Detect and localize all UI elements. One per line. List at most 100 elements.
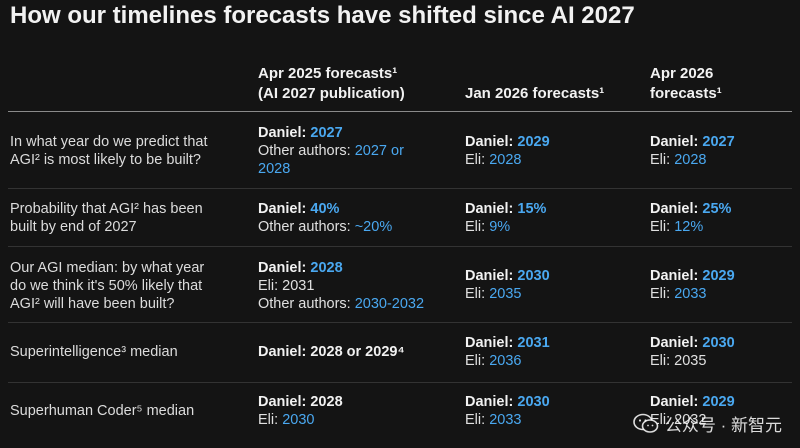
eli-label: Eli: — [650, 286, 671, 302]
r4-jan2026: Daniel: 2031 Eli: 2036 — [465, 334, 550, 370]
daniel-value: 25% — [702, 201, 732, 217]
daniel-value: 2031 — [517, 335, 550, 351]
header-divider — [8, 111, 792, 112]
daniel-value: 2030 — [702, 335, 735, 351]
r1-apr2025: Daniel: 2027 Other authors: 2027 or 2028 — [258, 124, 404, 178]
eli-value: 2028 — [674, 152, 707, 168]
eli-label: Eli: — [465, 152, 486, 168]
question-2-line1: Probability that AGI² has been — [10, 201, 203, 217]
daniel-label: Daniel: — [650, 268, 699, 284]
page-title: How our timelines forecasts have shifted… — [10, 2, 635, 29]
question-3-line2: do we think it's 50% likely that — [10, 278, 203, 294]
r3-apr2026: Daniel: 2029 Eli: 2033 — [650, 267, 735, 303]
question-3-line3: AGI² will have been built? — [10, 296, 175, 312]
daniel-label: Daniel: — [465, 134, 514, 150]
r2-apr2025: Daniel: 40% Other authors: ~20% — [258, 200, 392, 236]
r2-jan2026: Daniel: 15% Eli: 9% — [465, 200, 546, 236]
r4-apr2026: Daniel: 2030 Eli: 2035 — [650, 334, 735, 370]
daniel-value: 2029 — [702, 268, 735, 284]
header-apr-2026-line1: Apr 2026 — [650, 65, 714, 82]
daniel-label: Daniel: — [258, 201, 307, 217]
question-3-line1: Our AGI median: by what year — [10, 260, 205, 276]
header-apr-2025-line1: Apr 2025 forecasts¹ — [258, 65, 398, 82]
question-5-line1: Superhuman Coder⁵ median — [10, 403, 195, 419]
daniel-value: 2027 — [702, 134, 735, 150]
question-4-line1: Superintelligence³ median — [10, 344, 178, 360]
question-1-line1: In what year do we predict that — [10, 134, 208, 150]
eli-label: Eli: — [465, 412, 486, 428]
daniel-value: 2030 — [517, 268, 550, 284]
eli-text: Eli: 2035 — [650, 353, 707, 369]
daniel-label: Daniel: — [465, 394, 514, 410]
header-apr-2026: Apr 2026 forecasts¹ — [650, 64, 722, 104]
eli-text: Eli: 2031 — [258, 278, 315, 294]
question-1-line2: AGI² is most likely to be built? — [10, 152, 201, 168]
header-jan-2026: Jan 2026 forecasts¹ — [465, 84, 604, 104]
r2-apr2026: Daniel: 25% Eli: 12% — [650, 200, 731, 236]
r5-apr2026: Daniel: 2029 Eli: 2032 — [650, 393, 735, 429]
question-3: Our AGI median: by what year do we think… — [10, 259, 204, 313]
question-2: Probability that AGI² has been built by … — [10, 200, 203, 236]
other-authors-label: Other authors: — [258, 143, 351, 159]
daniel-value: 2028 — [310, 260, 343, 276]
daniel-label: Daniel: — [650, 335, 699, 351]
daniel-label: Daniel: — [650, 134, 699, 150]
daniel-text: Daniel: 2028 — [258, 394, 343, 410]
eli-text: Eli: 2032 — [650, 412, 707, 428]
eli-label: Eli: — [650, 219, 671, 235]
other-authors-value: 2027 or — [354, 143, 404, 159]
watermark-text: 公众号 · 新智元 — [664, 416, 782, 435]
eli-label: Eli: — [258, 412, 279, 428]
eli-label: Eli: — [465, 286, 486, 302]
eli-label: Eli: — [465, 353, 486, 369]
daniel-label: Daniel: — [650, 394, 699, 410]
watermark: 公众号 · 新智元 — [633, 411, 782, 436]
daniel-value: 2030 — [517, 394, 550, 410]
eli-value: 2030 — [282, 412, 315, 428]
other-authors-value: ~20% — [354, 219, 393, 235]
r5-jan2026: Daniel: 2030 Eli: 2033 — [465, 393, 550, 429]
header-jan-2026-line1: Jan 2026 forecasts¹ — [465, 85, 605, 102]
r3-apr2025: Daniel: 2028 Eli: 2031 Other authors: 20… — [258, 259, 424, 313]
daniel-label: Daniel: — [465, 201, 514, 217]
other-authors-label: Other authors: — [258, 296, 351, 312]
daniel-text: Daniel: 2028 or 2029⁴ — [258, 344, 405, 360]
r4-apr2025: Daniel: 2028 or 2029⁴ — [258, 343, 405, 361]
question-1: In what year do we predict that AGI² is … — [10, 133, 207, 169]
daniel-value: 2027 — [310, 125, 343, 141]
header-apr-2026-line2: forecasts¹ — [650, 85, 722, 102]
header-apr-2025: Apr 2025 forecasts¹ (AI 2027 publication… — [258, 64, 405, 104]
other-authors-value: 2030-2032 — [354, 296, 425, 312]
eli-label: Eli: — [650, 152, 671, 168]
daniel-value: 2029 — [702, 394, 735, 410]
eli-value: 2028 — [489, 152, 522, 168]
r1-apr2026: Daniel: 2027 Eli: 2028 — [650, 133, 735, 169]
daniel-label: Daniel: — [258, 260, 307, 276]
eli-value: 12% — [674, 219, 704, 235]
daniel-value: 2029 — [517, 134, 550, 150]
question-4: Superintelligence³ median — [10, 343, 178, 361]
row-divider — [8, 188, 792, 189]
eli-label: Eli: — [465, 219, 486, 235]
other-authors-label: Other authors: — [258, 219, 351, 235]
other-authors-value-cont: 2028 — [258, 161, 291, 177]
row-divider — [8, 246, 792, 247]
question-5: Superhuman Coder⁵ median — [10, 402, 194, 420]
r3-jan2026: Daniel: 2030 Eli: 2035 — [465, 267, 550, 303]
daniel-label: Daniel: — [258, 125, 307, 141]
r5-apr2025: Daniel: 2028 Eli: 2030 — [258, 393, 343, 429]
daniel-value: 15% — [517, 201, 547, 217]
daniel-label: Daniel: — [465, 268, 514, 284]
row-divider — [8, 322, 792, 323]
eli-value: 2035 — [489, 286, 522, 302]
eli-value: 9% — [489, 219, 511, 235]
eli-value: 2036 — [489, 353, 522, 369]
daniel-label: Daniel: — [465, 335, 514, 351]
eli-value: 2033 — [489, 412, 522, 428]
eli-value: 2033 — [674, 286, 707, 302]
row-divider — [8, 382, 792, 383]
question-2-line2: built by end of 2027 — [10, 219, 137, 235]
header-apr-2025-line2: (AI 2027 publication) — [258, 85, 405, 102]
wechat-icon — [633, 413, 659, 433]
daniel-value: 40% — [310, 201, 340, 217]
